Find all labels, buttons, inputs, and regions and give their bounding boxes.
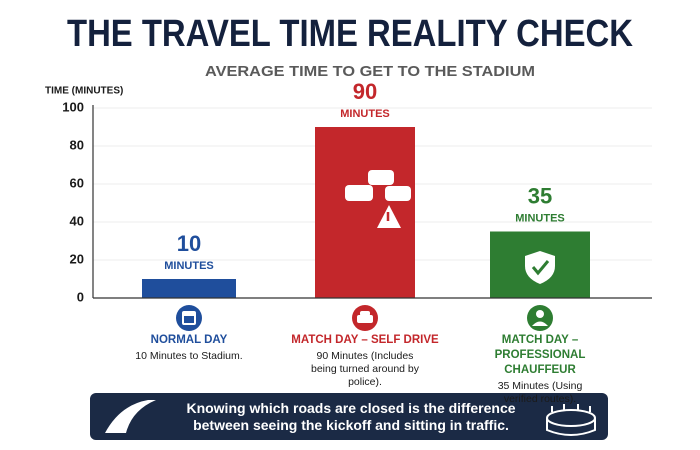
y-tick-label: 40 [70, 213, 84, 228]
shield-icon [525, 251, 555, 284]
value-label: 35 [528, 183, 552, 208]
chauffeur-icon [527, 305, 553, 331]
traffic-icon [345, 170, 411, 228]
y-tick-label: 60 [70, 175, 84, 190]
value-label: 90 [353, 79, 377, 104]
y-tick-label: 0 [77, 289, 84, 304]
category-caption: MATCH DAY – SELF DRIVE 90 Minutes (Includ… [290, 333, 440, 389]
road-icon [105, 400, 156, 433]
y-tick-label: 100 [62, 99, 84, 114]
value-label: 10 [177, 231, 201, 256]
value-unit: MINUTES [515, 212, 565, 224]
car-icon [352, 305, 378, 331]
x-tick-label: MATCH DAY – PROFESSIONAL CHAUFFEUR [494, 334, 586, 376]
bar [315, 127, 415, 298]
x-tick-label: NORMAL DAY [150, 334, 228, 346]
value-unit: MINUTES [340, 108, 390, 120]
chart-title: THE TRAVEL TIME REALITY CHECK [67, 13, 633, 55]
y-tick-label: 80 [70, 137, 84, 152]
category-caption: MATCH DAY – PROFESSIONAL CHAUFFEUR 35 Min… [465, 333, 615, 406]
calendar-icon [176, 305, 202, 331]
footer-text: Knowing which roads are closed is the di… [186, 400, 516, 433]
value-unit: MINUTES [164, 260, 214, 272]
stadium-icon [546, 404, 596, 436]
y-tick-label: 20 [70, 251, 84, 266]
y-axis-label: TIME (MINUTES) [45, 86, 123, 97]
category-description: 35 Minutes (Using verified routes). [497, 380, 583, 405]
x-tick-label: MATCH DAY – SELF DRIVE [291, 334, 439, 346]
category-description: 10 Minutes to Stadium. [135, 350, 243, 362]
category-caption: NORMAL DAY 10 Minutes to Stadium. [129, 333, 249, 363]
category-description: 90 Minutes (Includes being turned around… [311, 350, 419, 388]
footer-banner [90, 393, 608, 440]
bar [142, 279, 236, 298]
bars [142, 127, 590, 298]
chart-subtitle: AVERAGE TIME TO GET TO THE STADIUM [205, 63, 535, 80]
